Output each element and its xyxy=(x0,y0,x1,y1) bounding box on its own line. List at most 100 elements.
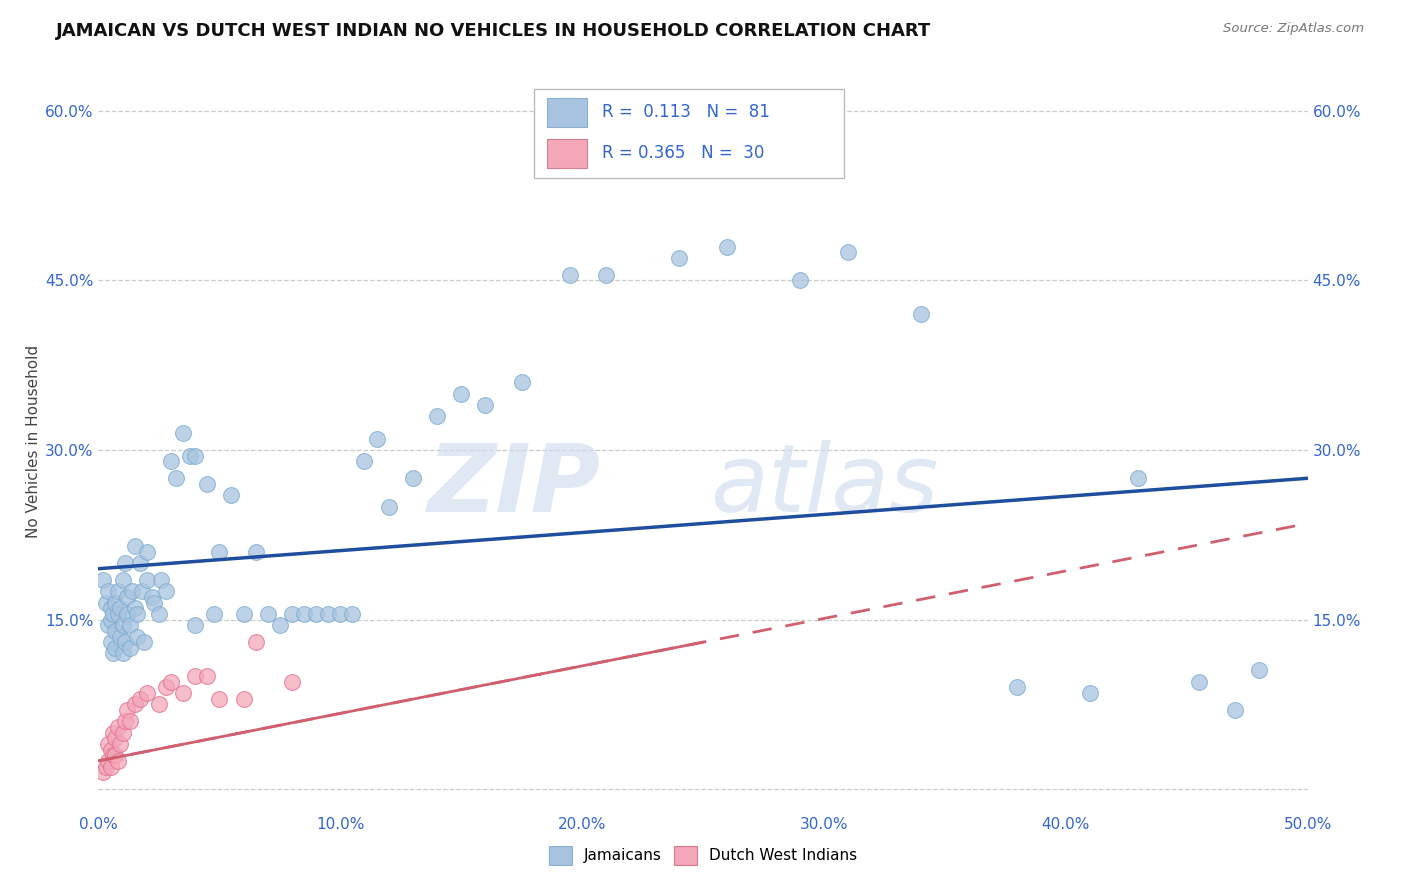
Point xyxy=(474,398,496,412)
Point xyxy=(118,640,141,655)
Text: ZIP: ZIP xyxy=(427,440,600,532)
Point xyxy=(668,251,690,265)
Point xyxy=(184,449,207,463)
Point xyxy=(118,618,141,632)
Point xyxy=(292,607,315,621)
Point xyxy=(1128,471,1150,485)
Point xyxy=(91,573,114,587)
Point xyxy=(245,635,267,649)
Point xyxy=(117,607,139,621)
Point xyxy=(204,607,226,621)
Point xyxy=(127,630,149,644)
Point xyxy=(134,635,156,649)
Point xyxy=(107,754,129,768)
Point xyxy=(160,674,183,689)
Point xyxy=(124,601,146,615)
Point xyxy=(281,607,304,621)
Point xyxy=(100,635,122,649)
Point xyxy=(97,584,120,599)
Point xyxy=(510,375,533,389)
Point xyxy=(1188,674,1211,689)
Point xyxy=(114,635,136,649)
Point xyxy=(135,573,157,587)
Point xyxy=(910,307,932,321)
Point xyxy=(195,477,218,491)
Point xyxy=(329,607,352,621)
Point xyxy=(104,640,127,655)
Point xyxy=(245,545,267,559)
Point xyxy=(232,607,254,621)
Point xyxy=(94,596,117,610)
Point xyxy=(716,239,738,253)
Point xyxy=(104,596,127,610)
Point xyxy=(128,556,150,570)
Point xyxy=(426,409,449,423)
Point xyxy=(124,698,146,712)
Text: R =  0.113   N =  81: R = 0.113 N = 81 xyxy=(602,103,770,121)
Point xyxy=(450,386,472,401)
Point xyxy=(184,669,207,683)
Point xyxy=(172,686,194,700)
Point xyxy=(111,647,134,661)
Point xyxy=(100,601,122,615)
Point xyxy=(104,731,127,746)
Point xyxy=(104,748,127,763)
Point xyxy=(305,607,328,621)
Point xyxy=(402,471,425,485)
Point xyxy=(837,245,859,260)
Point xyxy=(104,624,127,638)
Point xyxy=(316,607,339,621)
Point xyxy=(108,737,131,751)
Point xyxy=(150,573,173,587)
Text: R = 0.365   N =  30: R = 0.365 N = 30 xyxy=(602,145,765,162)
Point xyxy=(184,618,207,632)
Point xyxy=(160,454,183,468)
Point xyxy=(179,449,201,463)
Point xyxy=(269,618,291,632)
Point xyxy=(121,584,143,599)
Point xyxy=(101,748,124,763)
Point xyxy=(107,607,129,621)
Point xyxy=(1078,686,1101,700)
Point xyxy=(97,754,120,768)
Text: atlas: atlas xyxy=(710,441,938,532)
Point xyxy=(127,607,149,621)
Point xyxy=(128,691,150,706)
Point xyxy=(789,273,811,287)
Point xyxy=(353,454,375,468)
Point xyxy=(195,669,218,683)
Point xyxy=(91,765,114,780)
Point xyxy=(114,556,136,570)
Point xyxy=(108,630,131,644)
Point xyxy=(97,618,120,632)
Point xyxy=(131,584,153,599)
Point xyxy=(155,681,177,695)
Text: JAMAICAN VS DUTCH WEST INDIAN NO VEHICLES IN HOUSEHOLD CORRELATION CHART: JAMAICAN VS DUTCH WEST INDIAN NO VEHICLE… xyxy=(56,22,932,40)
Point xyxy=(377,500,399,514)
Point xyxy=(1007,681,1029,695)
Point xyxy=(1223,703,1246,717)
Point xyxy=(100,759,122,773)
Bar xyxy=(547,98,586,127)
Point xyxy=(366,432,388,446)
Point xyxy=(141,590,163,604)
Point xyxy=(208,691,231,706)
Point xyxy=(135,686,157,700)
Point xyxy=(256,607,278,621)
Y-axis label: No Vehicles in Household: No Vehicles in Household xyxy=(27,345,41,538)
Point xyxy=(100,613,122,627)
Point xyxy=(117,590,139,604)
Legend: Jamaicans, Dutch West Indians: Jamaicans, Dutch West Indians xyxy=(543,840,863,871)
Point xyxy=(107,584,129,599)
Point xyxy=(232,691,254,706)
Text: Source: ZipAtlas.com: Source: ZipAtlas.com xyxy=(1223,22,1364,36)
Point xyxy=(111,618,134,632)
Point xyxy=(558,268,581,282)
Point xyxy=(595,268,617,282)
Point xyxy=(342,607,364,621)
Point xyxy=(101,647,124,661)
Point xyxy=(94,759,117,773)
Point xyxy=(101,725,124,739)
Point xyxy=(155,584,177,599)
Point xyxy=(221,488,243,502)
